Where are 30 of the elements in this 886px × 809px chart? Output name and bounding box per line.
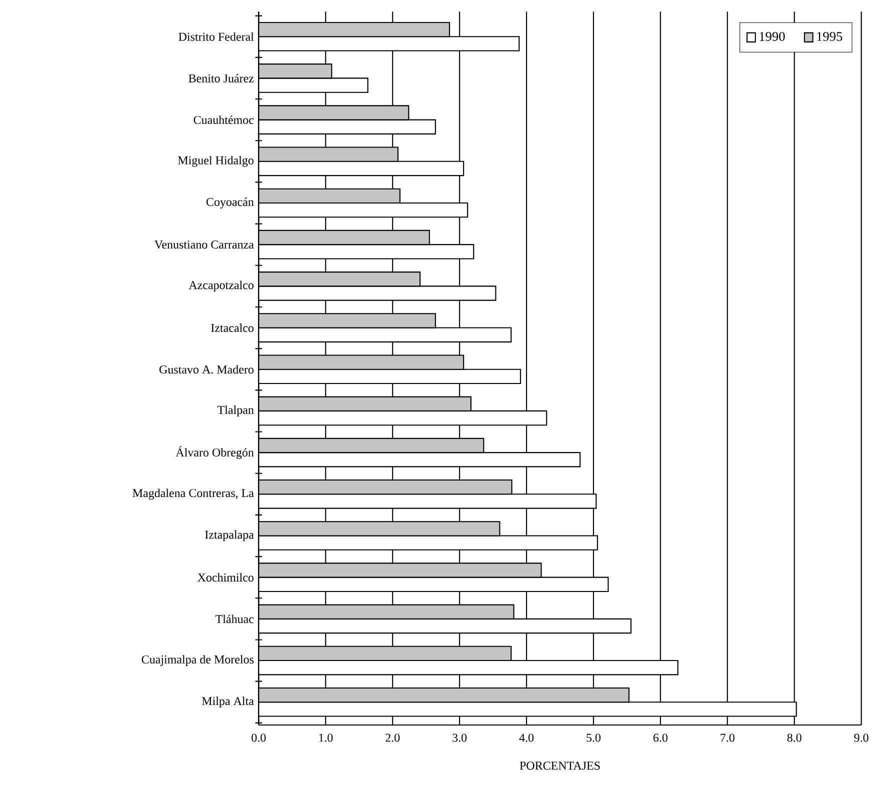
x-tick-label: 7.0 bbox=[720, 734, 734, 742]
x-tick-label: 8.0 bbox=[787, 734, 802, 742]
y-tick-label: Venustiano Carranza bbox=[154, 240, 254, 249]
y-tick-label: Magdalena Contreras, La bbox=[132, 488, 254, 500]
x-tick-label: 6.0 bbox=[653, 734, 668, 742]
y-tick-label: Álvaro Obregón bbox=[176, 446, 254, 460]
x-tick-label: 1.0 bbox=[319, 734, 333, 742]
y-tick-label: Tlalpan bbox=[218, 406, 254, 416]
y-tick-label: Cuauhtémoc bbox=[194, 116, 254, 124]
y-tick-label: Benito Juárez bbox=[188, 74, 254, 82]
y-tick-label: Iztapalapa bbox=[205, 530, 254, 542]
y-tick-label: Cuajimalpa de Morelos bbox=[142, 655, 254, 666]
x-tick-label: 3.0 bbox=[452, 734, 467, 742]
x-tick-label: 5.0 bbox=[586, 734, 601, 742]
x-tick-label: 2.0 bbox=[386, 734, 400, 742]
x-tick-label: 9.0 bbox=[854, 734, 868, 742]
x-tick-label: 0.0 bbox=[252, 734, 266, 742]
y-tick-label: Coyoacán bbox=[206, 198, 254, 208]
y-tick-label: Iztacalco bbox=[211, 324, 254, 332]
y-tick-label: Azcapotzalco bbox=[188, 280, 254, 292]
legend-label: 1995 bbox=[817, 32, 842, 41]
y-tick-label: Milpa Alta bbox=[202, 696, 254, 708]
legend-label: 1990 bbox=[760, 32, 785, 41]
y-tick-label: Tláhuac bbox=[216, 614, 254, 624]
y-tick-label: Miguel Hidalgo bbox=[178, 156, 254, 167]
x-tick-label: 4.0 bbox=[519, 734, 534, 742]
y-tick-label: Distrito Federal bbox=[178, 32, 254, 41]
y-tick-label: Xochimilco bbox=[198, 573, 254, 582]
y-tick-label: Gustavo A. Madero bbox=[159, 365, 254, 374]
x-axis-title: PORCENTAJES bbox=[520, 762, 600, 770]
